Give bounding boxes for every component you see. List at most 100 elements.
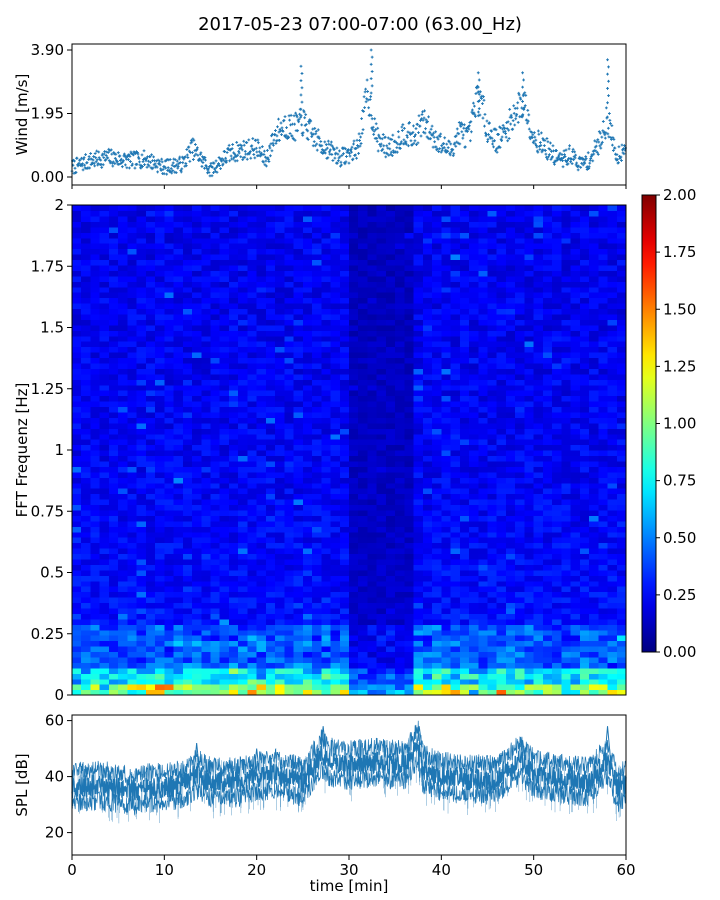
spectrogram-cell xyxy=(256,352,267,359)
wind-point xyxy=(282,118,286,122)
spectrogram-cell xyxy=(312,308,322,315)
spectrogram-cell xyxy=(293,607,304,614)
spectrogram-cell xyxy=(413,597,424,604)
spectrogram-cell xyxy=(321,401,332,408)
spectrogram-cell xyxy=(182,395,193,402)
spectrogram-cell xyxy=(155,667,165,674)
spectrogram-cell xyxy=(228,564,239,571)
spectrogram-cell xyxy=(256,401,267,408)
spectrogram-cell xyxy=(376,640,387,647)
spectrogram-cell xyxy=(228,558,239,565)
spectrogram-cell xyxy=(247,226,258,233)
wind-point xyxy=(594,144,598,148)
spectrogram-cell xyxy=(201,526,212,533)
spectrogram-cell xyxy=(164,537,175,544)
spectrogram-cell xyxy=(395,569,405,576)
spectrogram-cell xyxy=(127,215,138,222)
spectrogram-cell xyxy=(201,303,212,310)
spectrogram-cell xyxy=(155,558,165,565)
wind-point xyxy=(328,148,332,152)
spectrogram-cell xyxy=(302,215,313,222)
spectrogram-cell xyxy=(358,411,369,418)
wind-point xyxy=(549,141,552,145)
wind-point xyxy=(571,147,575,151)
spectrogram-cell xyxy=(265,379,276,386)
spectrogram-cell xyxy=(219,597,230,604)
spectrogram-cell xyxy=(219,564,230,571)
spectrogram-cell xyxy=(275,558,285,565)
spectrogram-cell xyxy=(182,553,193,560)
spectrogram-cell xyxy=(432,646,442,653)
wind-point xyxy=(80,164,84,168)
wind-point xyxy=(340,163,343,167)
spectrogram-cell xyxy=(108,466,119,473)
spectrogram-cell xyxy=(145,482,156,489)
wind-point xyxy=(333,156,337,160)
spectrogram-cell xyxy=(413,237,424,244)
spectrogram-cell xyxy=(219,629,230,636)
spectrogram-cell xyxy=(339,689,350,696)
spectrogram-cell xyxy=(81,684,92,691)
spectrogram-cell xyxy=(127,635,138,642)
spectrogram-cell xyxy=(339,602,350,609)
spectrogram-cell xyxy=(339,450,350,457)
spectrogram-cell xyxy=(284,618,295,625)
spectrogram-cell xyxy=(385,460,396,467)
spectrogram-cell xyxy=(173,205,184,212)
spectrogram-cell xyxy=(81,509,92,516)
spectrogram-cell xyxy=(284,335,295,342)
spectrogram-cell xyxy=(145,635,156,642)
spectrogram-cell xyxy=(247,499,258,506)
spectrogram-cell xyxy=(247,313,258,320)
spectrogram-cell xyxy=(127,689,138,696)
spectrogram-cell xyxy=(385,656,396,663)
spectrogram-cell xyxy=(192,384,202,391)
spectrogram-cell xyxy=(422,259,433,266)
spectrogram-cell xyxy=(422,509,433,516)
spectrogram-cell xyxy=(81,319,92,326)
spectrogram-cell xyxy=(284,515,295,522)
spectrogram-cell xyxy=(312,292,322,299)
spectrogram-cell xyxy=(210,237,221,244)
spectrogram-cell xyxy=(182,270,193,277)
spectrogram-cell xyxy=(210,226,221,233)
spectrogram-cell xyxy=(192,548,202,555)
wind-point xyxy=(602,130,606,134)
spectrogram-cell xyxy=(173,428,184,435)
spectrogram-cell xyxy=(90,455,101,462)
spectrogram-cell xyxy=(118,542,128,549)
wind-point xyxy=(512,104,516,108)
spectrogram-cell xyxy=(90,673,101,680)
spectrogram-cell xyxy=(136,335,147,342)
spectrogram-cell xyxy=(385,232,396,239)
spectrogram-cell xyxy=(90,531,101,538)
spectrogram-cell xyxy=(422,466,433,473)
spectrogram-cell xyxy=(302,542,313,549)
spectrogram-cell xyxy=(432,324,442,331)
spectrogram-cell xyxy=(321,330,332,337)
wind-point xyxy=(411,130,415,134)
spectrogram-cell xyxy=(118,264,128,271)
spectrogram-cell xyxy=(238,379,249,386)
wind-point xyxy=(349,148,353,151)
spectrogram-cell xyxy=(293,558,304,565)
spectrogram-cell xyxy=(127,248,138,255)
spectrogram-cell xyxy=(238,504,249,511)
wind-point xyxy=(473,113,477,117)
spectrogram-cell xyxy=(367,526,378,533)
wind-point xyxy=(108,149,112,153)
spectrogram-cell xyxy=(81,450,92,457)
spectrogram-cell xyxy=(192,319,202,326)
spectrogram-cell xyxy=(182,243,193,250)
spectrogram-cell xyxy=(99,580,110,587)
spectrogram-cell xyxy=(72,297,82,304)
spectrogram-cell xyxy=(182,673,193,680)
spectrogram-cell xyxy=(72,460,82,467)
wind-point xyxy=(459,121,463,125)
spectrogram-cell xyxy=(164,422,175,429)
spectrogram-cell xyxy=(385,651,396,658)
spectrogram-cell xyxy=(302,205,313,212)
wind-point xyxy=(359,135,362,139)
spectrogram-cell xyxy=(192,597,202,604)
spectrogram-cell xyxy=(330,673,341,680)
